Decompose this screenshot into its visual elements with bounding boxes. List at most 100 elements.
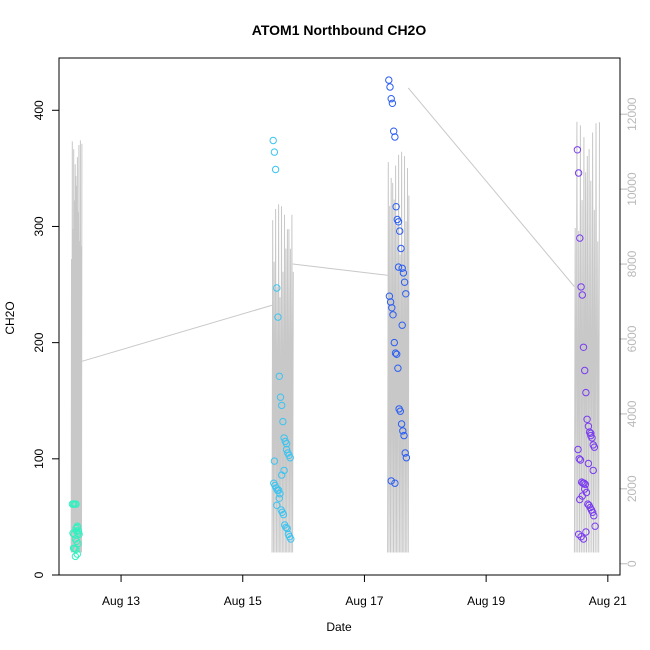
data-point	[387, 477, 395, 485]
altitude-transit-line	[407, 87, 575, 287]
y2-tick-label: 6000	[625, 325, 639, 352]
data-point	[287, 535, 295, 543]
y-tick-label: 100	[32, 448, 46, 468]
data-point	[587, 431, 595, 440]
data-point	[573, 146, 582, 154]
data-point	[576, 234, 584, 242]
y-axis-label: CH2O	[3, 301, 17, 334]
data-point	[273, 284, 281, 292]
data-point	[578, 291, 586, 299]
data-point	[73, 523, 82, 532]
data-point	[269, 136, 277, 145]
data-point	[400, 278, 409, 286]
y2-tick-label: 4000	[625, 400, 639, 427]
data-point	[392, 203, 400, 211]
data-point	[574, 530, 583, 538]
y-tick-label: 200	[32, 332, 46, 352]
altitude-trace	[70, 140, 83, 553]
data-point	[398, 264, 406, 272]
data-point	[72, 524, 80, 533]
data-point	[280, 466, 288, 475]
y2-tick-label: 0	[625, 560, 639, 567]
data-point	[388, 99, 397, 108]
data-point	[73, 550, 82, 558]
data-point	[72, 545, 80, 554]
data-point	[275, 372, 283, 380]
data-point	[394, 263, 403, 271]
data-point	[270, 148, 279, 156]
data-point	[583, 415, 591, 423]
data-point	[390, 127, 398, 135]
data-point	[391, 133, 399, 141]
data-point	[397, 244, 405, 253]
altitude-transit-line	[81, 304, 273, 362]
data-point	[282, 440, 291, 448]
data-point	[581, 366, 589, 375]
plot-frame	[58, 57, 621, 576]
data-point	[388, 304, 396, 312]
y-tick-label: 400	[32, 100, 46, 120]
data-point	[591, 522, 599, 530]
data-point	[402, 290, 410, 298]
x-tick-label: Aug 17	[345, 594, 383, 608]
data-point	[574, 445, 582, 454]
data-point	[276, 490, 284, 498]
data-point	[399, 427, 407, 435]
altitude-trace	[573, 121, 600, 553]
data-point	[396, 407, 404, 415]
data-point	[589, 466, 597, 475]
points-layer	[68, 76, 599, 561]
data-point	[579, 535, 588, 543]
data-point	[400, 431, 408, 440]
data-point	[582, 388, 590, 397]
data-point	[577, 533, 585, 541]
data-point	[394, 218, 403, 226]
data-point	[582, 528, 590, 536]
data-point	[580, 479, 588, 487]
data-point	[396, 227, 404, 235]
data-point	[74, 529, 82, 537]
x-tick-label: Aug 21	[589, 594, 627, 608]
data-point	[275, 494, 283, 502]
data-point	[386, 83, 394, 91]
data-point	[574, 169, 583, 177]
data-point	[275, 486, 283, 494]
data-point	[270, 457, 279, 465]
x-tick-label: Aug 19	[467, 594, 505, 608]
data-point	[71, 552, 80, 561]
x-tick-label: Aug 15	[224, 594, 262, 608]
data-point	[389, 311, 397, 319]
data-point	[581, 480, 589, 489]
altitude-trace	[271, 204, 294, 553]
data-point	[385, 76, 393, 84]
data-point	[581, 485, 589, 493]
data-point	[397, 420, 406, 428]
data-point	[587, 429, 595, 437]
y-tick-label: 0	[32, 571, 46, 578]
data-point	[579, 343, 588, 351]
altitude-transit-line	[292, 263, 388, 276]
data-point	[394, 364, 402, 372]
y2-tick-label: 12000	[625, 97, 639, 131]
data-point	[590, 443, 599, 451]
data-point	[286, 454, 294, 462]
data-point	[278, 401, 286, 410]
data-point	[282, 523, 290, 532]
y2-tick-label: 8000	[625, 250, 639, 277]
data-point	[576, 456, 585, 464]
data-point	[391, 349, 400, 357]
x-axis-label: Date	[326, 620, 352, 634]
data-point	[393, 350, 401, 358]
data-point	[273, 501, 281, 509]
chart-title: ATOM1 Northbound CH2O	[252, 22, 427, 38]
data-point	[399, 269, 408, 277]
data-point	[279, 417, 287, 426]
data-point	[402, 454, 411, 462]
data-point	[390, 338, 398, 347]
data-point	[575, 455, 583, 463]
x-tick-label: Aug 13	[102, 594, 140, 608]
data-point	[72, 500, 80, 508]
data-point	[578, 492, 586, 500]
data-point	[75, 530, 83, 538]
